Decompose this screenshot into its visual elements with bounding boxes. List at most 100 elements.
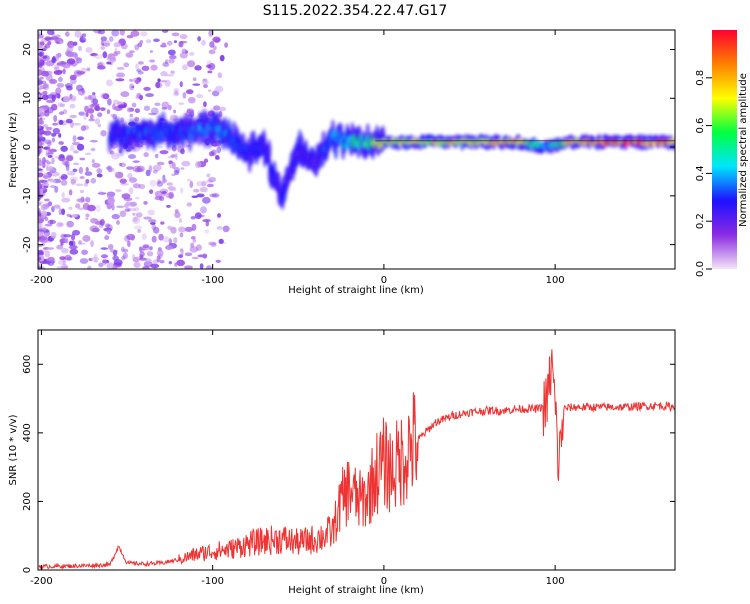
spectrogram-noise-blob	[189, 180, 194, 189]
spectrogram-noise-blob	[108, 36, 114, 42]
snr-xtick-label: 100	[546, 576, 565, 587]
spectrogram-noise-blob	[125, 201, 131, 205]
colorbar-tick-label: 0.6	[695, 118, 706, 134]
spectrogram-noise-blob	[133, 225, 143, 230]
snr-marks	[38, 349, 675, 570]
spectrogram-noise-blob	[145, 39, 152, 44]
spectrogram-noise-blob	[78, 111, 85, 116]
spectrogram-noise-blob	[116, 72, 125, 78]
spectrogram-noise-blob	[181, 48, 187, 54]
spectrogram-ytick-label: 10	[22, 92, 33, 105]
spectrogram-noise-blob	[73, 57, 82, 62]
spectrogram-noise-blob	[79, 157, 86, 161]
spectrogram-noise-blob	[96, 173, 103, 178]
spectrogram-noise-blob	[207, 89, 212, 93]
spectrogram-noise-blob	[112, 113, 118, 120]
spectrogram-noise-blob	[194, 212, 202, 220]
spectrogram-noise-blob	[81, 33, 87, 38]
spectrogram-noise-blob	[50, 171, 60, 177]
spectrogram-noise-blob	[146, 251, 154, 257]
spectrogram-noise-blob	[107, 244, 114, 250]
spectrogram-noise-blob	[42, 90, 48, 95]
spectrogram-noise-blob	[100, 107, 106, 112]
spectrogram-noise-blob	[181, 160, 191, 167]
spectrogram-noise-blob	[72, 162, 80, 166]
spectrogram-noise-blob	[58, 155, 66, 162]
spectrogram-noise-blob	[44, 43, 50, 49]
spectrogram-noise-blob	[161, 191, 167, 195]
spectrogram-noise-blob	[123, 203, 130, 208]
spectrogram-noise-blob	[90, 53, 98, 57]
spectrogram-noise-blob	[42, 162, 46, 169]
spectrogram-noise-blob	[67, 40, 75, 49]
spectrogram-noise-blob	[38, 250, 44, 255]
spectrogram-noise-blob	[179, 52, 188, 59]
spectrogram-noise-blob	[70, 178, 76, 185]
snr-ytick-label: 400	[22, 423, 33, 442]
spectrogram-noise-blob	[65, 31, 70, 37]
spectrogram-noise-blob	[38, 125, 42, 129]
spectrogram-noise-blob	[38, 226, 44, 230]
spectrogram-noise-blob	[113, 259, 123, 266]
spectrogram-noise-blob	[106, 109, 111, 115]
spectrogram-noise-blob	[195, 161, 202, 169]
spectrogram-noise-blob	[148, 219, 157, 223]
spectrogram-noise-blob	[97, 112, 103, 118]
spectrogram-noise-blob	[131, 85, 135, 89]
spectrogram-ylabel: Frequency (Hz)	[8, 112, 19, 188]
spectrogram-noise-blob	[145, 258, 152, 263]
spectrogram-noise-blob	[156, 161, 165, 166]
colorbar: 0.0 0.2 0.4 0.6 0.8 Normalized spectral ampl…	[695, 30, 749, 277]
spectrogram-noise-blob	[90, 240, 94, 248]
spectrogram-noise-blob	[143, 86, 151, 91]
spectrogram-noise-blob	[38, 62, 43, 69]
spectrogram-noise-blob	[214, 38, 220, 44]
spectrogram-noise-blob	[87, 108, 95, 114]
spectrogram-noise-blob	[166, 204, 171, 208]
spectrogram-noise-blob	[78, 166, 84, 174]
spectrogram-noise-blob	[46, 247, 55, 250]
colorbar-gradient	[712, 30, 737, 269]
spectrogram-noise-blob	[168, 160, 173, 165]
spectrogram-noise-blob	[140, 31, 148, 37]
spectrogram-noise-blob	[85, 47, 93, 53]
spectrogram-noise-blob	[129, 78, 133, 82]
spectrogram-noise-blob	[43, 226, 47, 232]
spectrogram-noise-blob	[184, 265, 193, 269]
spectrogram-noise-blob	[38, 118, 41, 126]
spectrogram-noise-blob	[38, 84, 44, 90]
spectrogram-noise-blob	[149, 50, 153, 53]
spectrogram-noise-blob	[98, 262, 104, 268]
spectrogram-noise-blob	[117, 104, 127, 109]
spectrogram-noise-blob	[77, 136, 84, 141]
spectrogram-noise-blob	[54, 185, 59, 193]
spectrogram-noise-blob	[72, 122, 81, 126]
spectrogram-noise-blob	[53, 34, 61, 38]
spectrogram-noise-blob	[120, 91, 130, 98]
snr-xtick-label: -100	[201, 576, 224, 587]
spectrogram-noise-blob	[41, 182, 50, 187]
spectrogram-noise-blob	[215, 154, 220, 160]
spectrogram-noise-blob	[100, 40, 104, 46]
spectrogram-noise-blob	[137, 42, 143, 48]
spectrogram-noise-blob	[38, 79, 43, 86]
spectrogram-noise-blob	[85, 217, 89, 220]
spectrogram-noise-blob	[60, 263, 68, 269]
spectrogram-noise-blob	[162, 190, 166, 196]
spectrogram-noise-blob	[112, 250, 118, 257]
spectrogram-noise-blob	[149, 179, 157, 187]
spectrogram-noise-blob	[89, 113, 94, 121]
spectrogram-noise-blob	[47, 166, 53, 170]
spectrogram-noise-blob	[43, 229, 50, 233]
spectrogram-noise-blob	[102, 51, 108, 59]
spectrogram-noise-blob	[133, 261, 141, 269]
snr-ytick-label: 200	[22, 492, 33, 511]
spectrogram-noise-blob	[57, 76, 63, 83]
spectrogram-noise-blob	[128, 154, 137, 159]
spectrogram-noise-blob	[38, 179, 48, 183]
spectrogram-noise-blob	[71, 52, 78, 58]
spectrogram-noise-blob	[222, 225, 230, 233]
spectrogram-noise-blob	[191, 195, 199, 199]
spectrogram-noise-blob	[89, 139, 99, 143]
